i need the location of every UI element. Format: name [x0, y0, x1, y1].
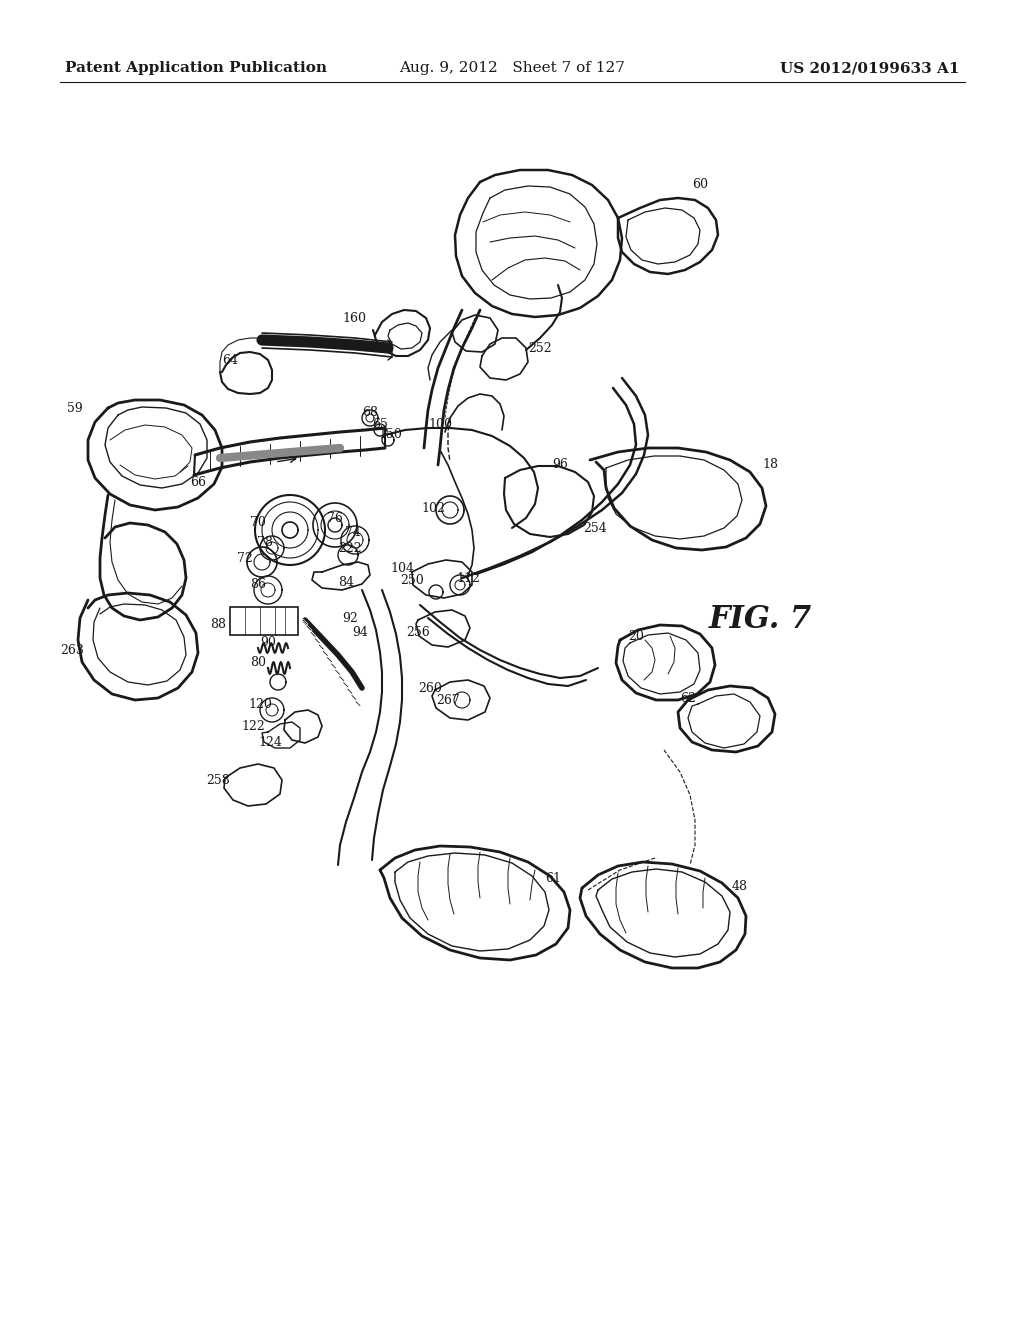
Text: 100: 100	[428, 417, 452, 430]
Text: 61: 61	[545, 871, 561, 884]
Text: 70: 70	[250, 516, 266, 529]
Text: 222: 222	[338, 541, 361, 554]
Text: 78: 78	[257, 536, 273, 549]
Text: 250: 250	[400, 573, 424, 586]
Text: 66: 66	[190, 475, 206, 488]
Text: 260: 260	[418, 681, 442, 694]
Bar	[230, 607, 298, 635]
Text: 120: 120	[248, 698, 272, 711]
Text: 84: 84	[338, 576, 354, 589]
Text: Aug. 9, 2012   Sheet 7 of 127: Aug. 9, 2012 Sheet 7 of 127	[399, 61, 625, 75]
Text: 252: 252	[528, 342, 552, 355]
Text: 96: 96	[552, 458, 568, 470]
Text: 80: 80	[250, 656, 266, 668]
Text: 122: 122	[241, 719, 265, 733]
Text: 124: 124	[258, 735, 282, 748]
Text: 258: 258	[206, 774, 229, 787]
Polygon shape	[255, 495, 325, 565]
Text: 256: 256	[407, 626, 430, 639]
Text: 160: 160	[342, 312, 366, 325]
Text: US 2012/0199633 A1: US 2012/0199633 A1	[780, 61, 961, 75]
Text: 65: 65	[372, 417, 388, 430]
Text: 92: 92	[342, 611, 357, 624]
Text: 104: 104	[390, 561, 414, 574]
Text: 60: 60	[692, 178, 708, 191]
Text: 254: 254	[583, 521, 607, 535]
Text: FIG. 7: FIG. 7	[709, 605, 812, 635]
Text: 102: 102	[421, 502, 445, 515]
Text: 86: 86	[250, 578, 266, 590]
Text: 18: 18	[762, 458, 778, 470]
Text: 20: 20	[628, 630, 644, 643]
Text: Patent Application Publication: Patent Application Publication	[65, 61, 327, 75]
Text: 112: 112	[456, 572, 480, 585]
Text: 90: 90	[260, 635, 275, 648]
Text: 68: 68	[362, 405, 378, 418]
Text: 59: 59	[68, 401, 83, 414]
Text: 48: 48	[732, 879, 748, 892]
Text: 150: 150	[378, 428, 402, 441]
Text: 88: 88	[210, 619, 226, 631]
Text: 263: 263	[60, 644, 84, 656]
Text: 62: 62	[680, 692, 696, 705]
Text: 74: 74	[345, 527, 360, 540]
Text: 72: 72	[238, 552, 253, 565]
Text: 94: 94	[352, 626, 368, 639]
Text: 267: 267	[436, 693, 460, 706]
Text: 76: 76	[327, 511, 343, 524]
Text: 64: 64	[222, 354, 238, 367]
